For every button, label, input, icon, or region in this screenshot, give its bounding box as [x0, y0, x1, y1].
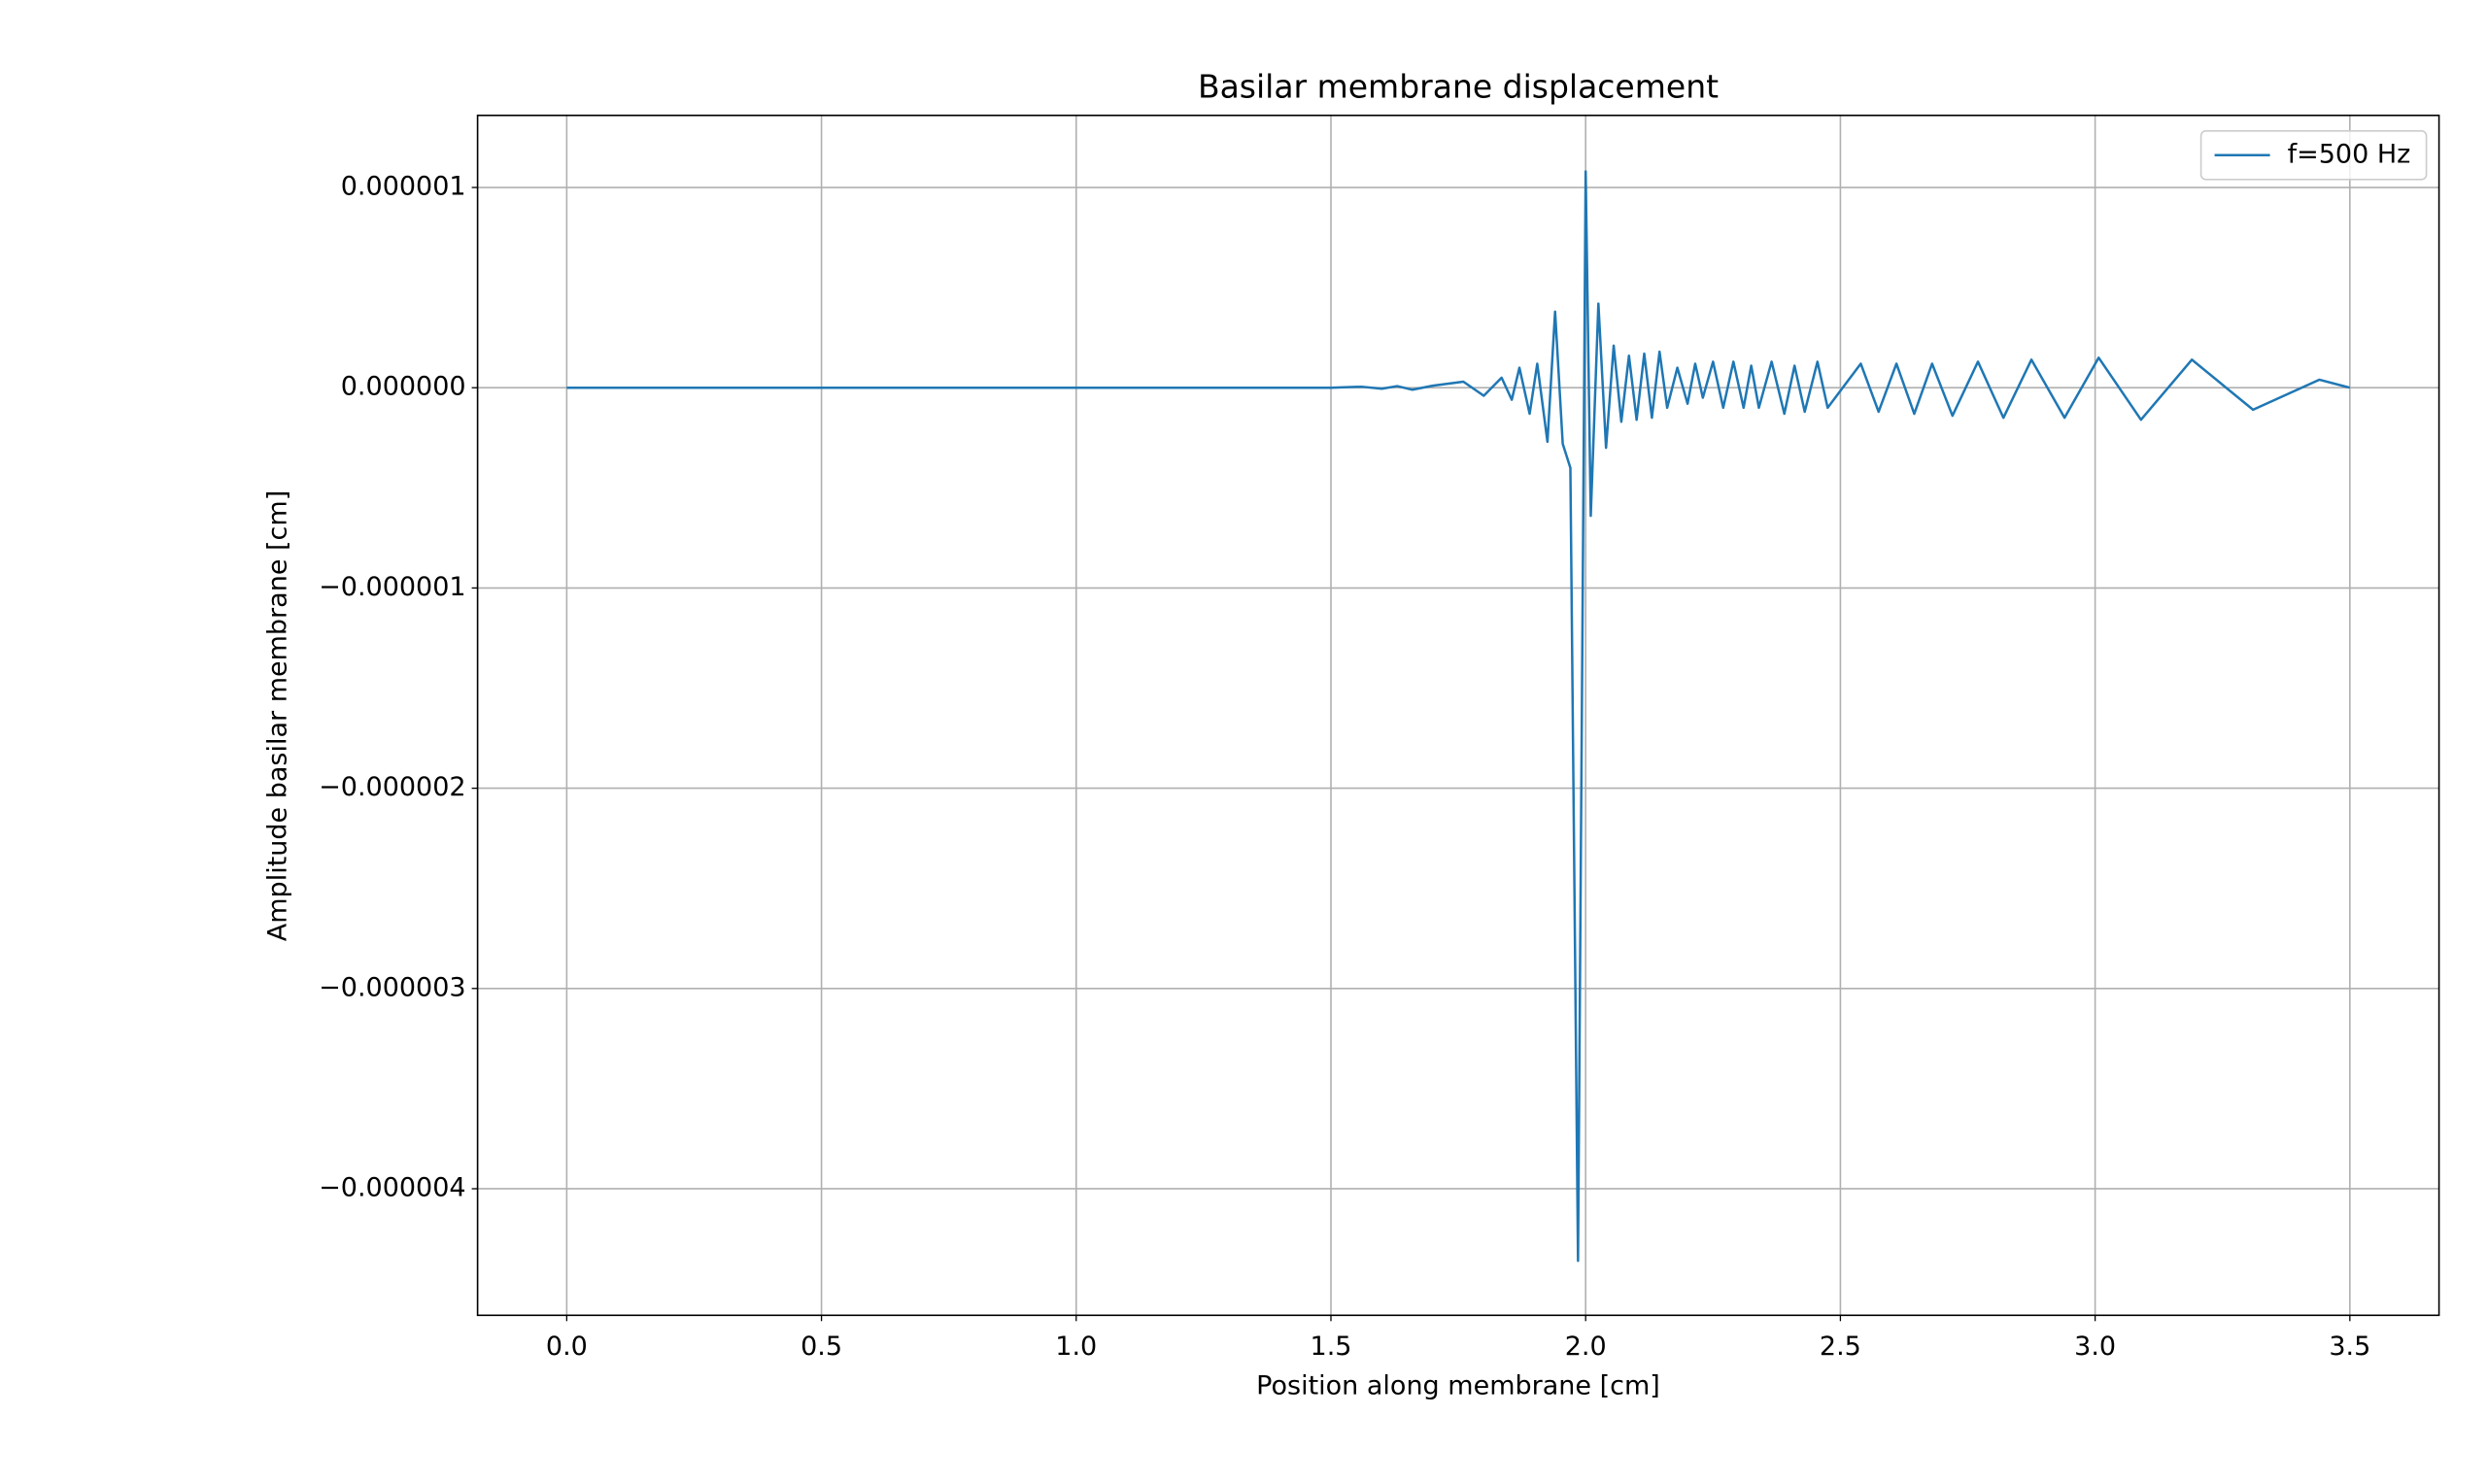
- legend-box: [2199, 130, 2428, 181]
- y-tick-label: −0.000003: [319, 972, 465, 1002]
- legend: f=500 Hz: [2199, 130, 2428, 181]
- x-tick-label: 2.0: [1565, 1332, 1607, 1362]
- x-tick-label: 3.0: [2074, 1332, 2116, 1362]
- legend-label: f=500 Hz: [2288, 139, 2411, 169]
- chart-title: Basilar membrane displacement: [1198, 68, 1719, 106]
- y-tick-label: −0.000002: [319, 772, 465, 802]
- x-tick-label: 0.0: [546, 1332, 588, 1362]
- x-tick-label: 1.0: [1055, 1332, 1097, 1362]
- x-tick-label: 3.5: [2329, 1332, 2370, 1362]
- y-tick-label: 0.000000: [341, 372, 466, 402]
- y-tick-label: 0.000001: [341, 172, 466, 202]
- plot-frame: [476, 115, 2440, 1317]
- y-tick-label: −0.000001: [319, 572, 465, 602]
- y-axis-label: Amplitude basilar membrane [cm]: [263, 490, 293, 941]
- x-tick-label: 0.5: [801, 1332, 842, 1362]
- x-tick-label: 2.5: [1820, 1332, 1861, 1362]
- y-tick-label: −0.000004: [319, 1172, 465, 1202]
- x-axis-label: Position along membrane [cm]: [1256, 1371, 1660, 1401]
- line-series: [566, 170, 2351, 1263]
- x-tick-label: 1.5: [1311, 1332, 1352, 1362]
